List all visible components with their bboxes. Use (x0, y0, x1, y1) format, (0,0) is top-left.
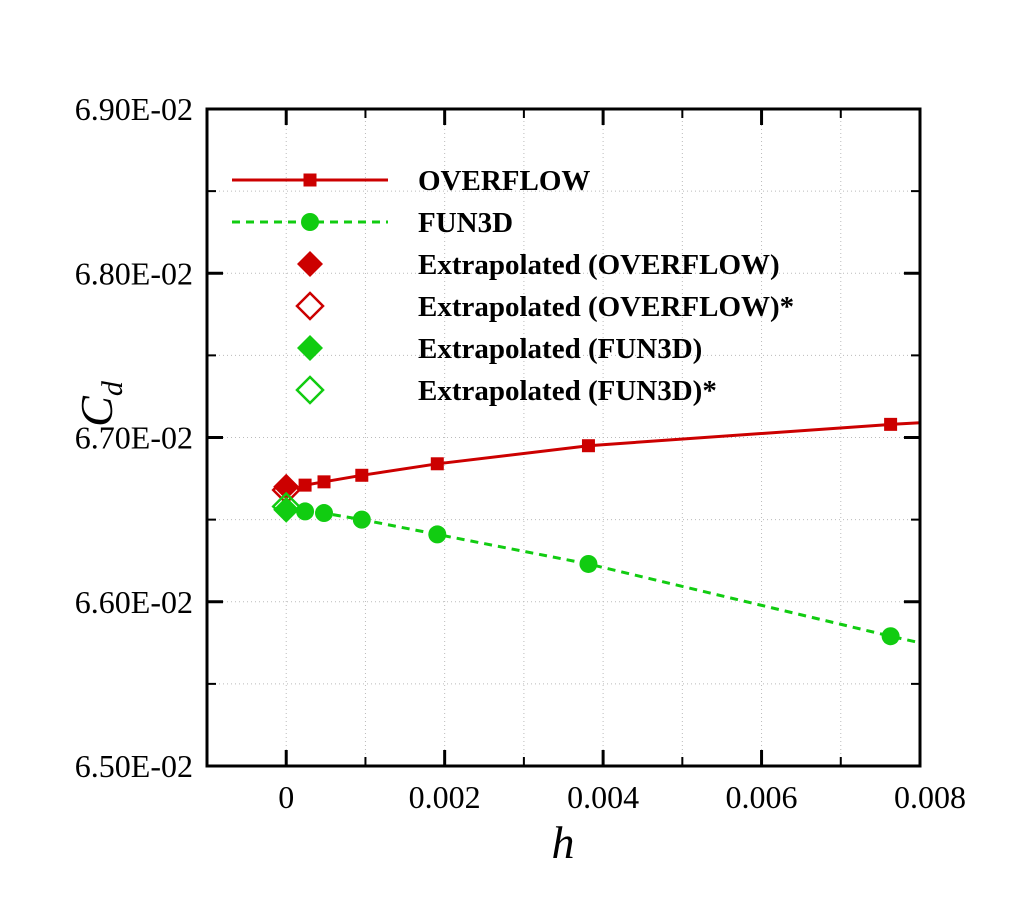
x-tick-label: 0.006 (726, 779, 798, 815)
series-extrapolated-fun3d (273, 496, 300, 523)
data-point (296, 502, 315, 521)
data-point (355, 468, 369, 482)
legend-marker (297, 335, 323, 361)
plot-series (271, 417, 921, 646)
legend-item: Extrapolated (OVERFLOW) (297, 249, 780, 281)
data-point (271, 491, 301, 522)
legend-marker (297, 251, 323, 277)
x-tick-label: 0.008 (894, 779, 966, 815)
data-point (273, 496, 300, 523)
x-tick-label: 0.004 (567, 779, 639, 815)
series-line (304, 509, 921, 645)
y-axis-title-main: C (71, 395, 122, 427)
legend-item: Extrapolated (OVERFLOW)* (295, 291, 794, 323)
legend-label: Extrapolated (OVERFLOW) (418, 249, 780, 281)
data-point (298, 478, 312, 492)
legend-item: Extrapolated (FUN3D)* (295, 375, 717, 407)
y-axis-title-subscript: d (96, 380, 129, 396)
legend-label: Extrapolated (FUN3D) (418, 333, 702, 365)
axis-ticks (206, 107, 922, 768)
data-point (317, 475, 331, 489)
legend-label: Extrapolated (FUN3D)* (418, 375, 717, 407)
series-extrapolated-fun3d (271, 491, 301, 522)
legend-item: OVERFLOW (232, 165, 590, 197)
data-point (428, 525, 447, 544)
axis-tick-labels: 6.50E-02 6.60E-02 6.70E-02 6.80E-02 6.90E-02… (75, 91, 966, 815)
legend-marker (295, 375, 325, 405)
legend-marker (295, 291, 325, 321)
data-point (884, 417, 898, 431)
data-point (315, 504, 334, 523)
data-point (881, 627, 900, 646)
y-tick-label: 6.60E-02 (75, 584, 193, 620)
legend-item: FUN3D (232, 207, 513, 239)
y-tick-label: 6.80E-02 (75, 255, 193, 291)
legend-label: Extrapolated (OVERFLOW)* (418, 291, 794, 323)
grid-lines (207, 109, 920, 766)
legend: OVERFLOW FUN3D Extrapolated (OVERFLOW) Extr… (232, 165, 794, 407)
data-point (430, 457, 444, 471)
series-extrapolated-overflow (273, 473, 300, 500)
legend-marker (303, 173, 317, 187)
data-point (579, 554, 598, 573)
x-tick-label: 0.002 (409, 779, 481, 815)
y-axis-title: Cd (71, 380, 129, 427)
legend-item: Extrapolated (FUN3D) (297, 333, 702, 365)
series-fun3d (296, 502, 921, 646)
y-tick-label: 6.90E-02 (75, 91, 193, 127)
series-overflow (298, 417, 921, 492)
y-tick-label: 6.50E-02 (75, 748, 193, 784)
x-tick-label: 0 (278, 779, 294, 815)
legend-marker (301, 213, 319, 231)
data-point (352, 510, 371, 529)
x-axis-title: h (552, 817, 575, 868)
series-line (304, 421, 921, 487)
legend-label: FUN3D (418, 207, 513, 239)
data-point (581, 439, 595, 453)
data-point (273, 473, 300, 500)
legend-label: OVERFLOW (418, 165, 590, 197)
y-tick-label: 6.70E-02 (75, 420, 193, 456)
